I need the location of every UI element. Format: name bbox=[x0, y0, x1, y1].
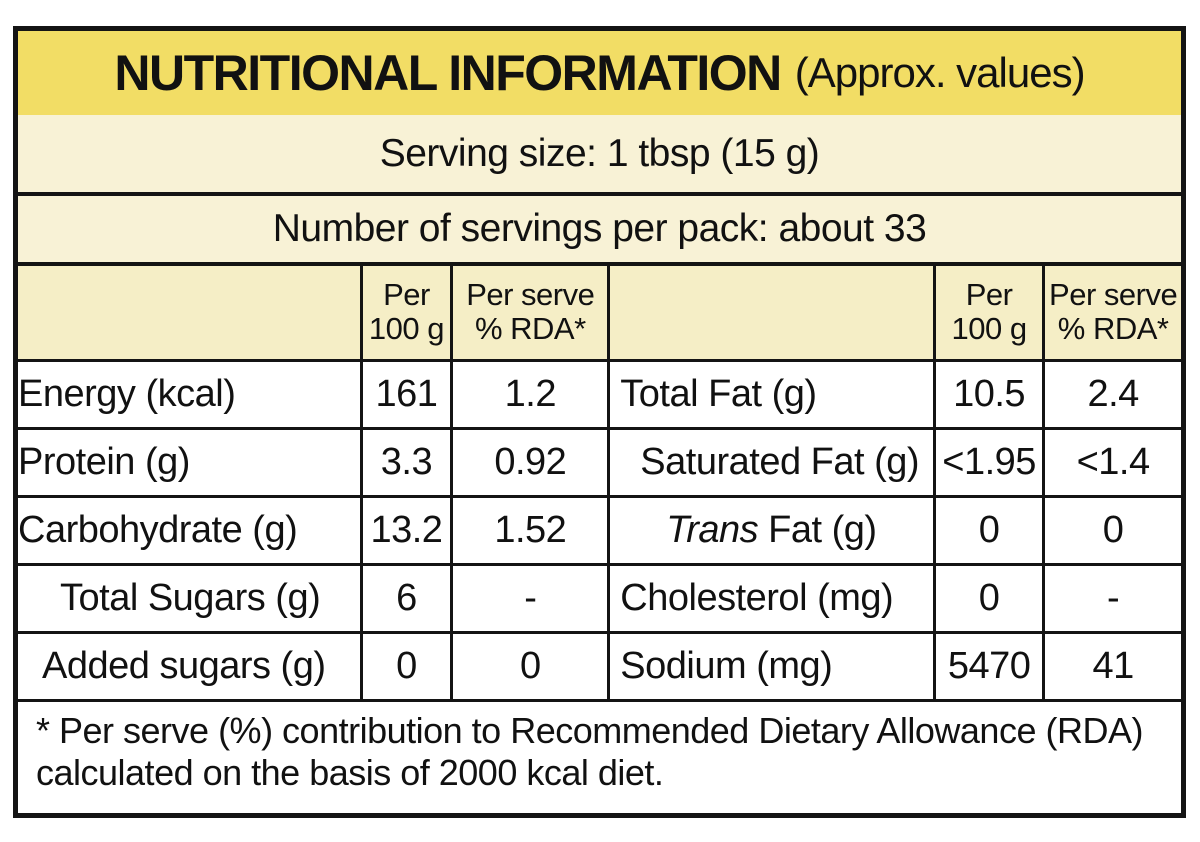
cell-energy-per-100g: 161 bbox=[359, 358, 454, 430]
cell-added-sugars-label: Added sugars (g) bbox=[18, 630, 363, 702]
rda-footnote-line-2: calculated on the basis of 2000 kcal die… bbox=[36, 751, 664, 793]
column-header-row: Per 100 g Per serve % RDA* Per 100 g Per… bbox=[18, 266, 1181, 362]
cell-trans-fat-per-100g: 0 bbox=[932, 494, 1046, 566]
cell-sodium-label: Sodium (mg) bbox=[607, 630, 936, 702]
cell-carbohydrate-label: Carbohydrate (g) bbox=[18, 494, 363, 566]
cell-total-sugars-per-100g: 6 bbox=[359, 562, 454, 634]
header-per-100g-left: Per 100 g bbox=[359, 266, 454, 362]
cell-carbohydrate-per-serve: 1.52 bbox=[450, 494, 611, 566]
header-spacer-right bbox=[607, 266, 936, 362]
cell-protein-per-serve: 0.92 bbox=[450, 426, 611, 498]
cell-total-sugars-per-serve: - bbox=[450, 562, 611, 634]
cell-total-fat-label: Total Fat (g) bbox=[607, 358, 936, 430]
rda-footnote-line-1: * Per serve (%) contribution to Recommen… bbox=[36, 709, 1143, 751]
cell-cholesterol-label: Cholesterol (mg) bbox=[607, 562, 936, 634]
table-row: Energy (kcal) 161 1.2 Total Fat (g) 10.5… bbox=[18, 358, 1181, 430]
cell-protein-per-100g: 3.3 bbox=[359, 426, 454, 498]
cell-energy-label: Energy (kcal) bbox=[18, 358, 363, 430]
header-per-100g-right: Per 100 g bbox=[932, 266, 1046, 362]
cell-trans-fat-per-serve: 0 bbox=[1042, 494, 1181, 566]
nutrition-table: Per 100 g Per serve % RDA* Per 100 g Per… bbox=[18, 266, 1181, 702]
rda-footnote: * Per serve (%) contribution to Recommen… bbox=[18, 701, 1181, 813]
cell-added-sugars-per-serve: 0 bbox=[450, 630, 611, 702]
table-row: Added sugars (g) 0 0 Sodium (mg) 5470 41 bbox=[18, 630, 1181, 702]
title-row: NUTRITIONAL INFORMATION (Approx. values) bbox=[18, 31, 1181, 115]
cell-protein-label: Protein (g) bbox=[18, 426, 363, 498]
cell-carbohydrate-per-100g: 13.2 bbox=[359, 494, 454, 566]
cell-saturated-fat-label: Saturated Fat (g) bbox=[607, 426, 936, 498]
table-row: Protein (g) 3.3 0.92 Saturated Fat (g) <… bbox=[18, 426, 1181, 498]
cell-sodium-per-100g: 5470 bbox=[932, 630, 1046, 702]
serving-size-row: Serving size: 1 tbsp (15 g) bbox=[18, 115, 1181, 192]
serving-size-text: Serving size: 1 tbsp (15 g) bbox=[379, 131, 820, 175]
cell-total-fat-per-100g: 10.5 bbox=[932, 358, 1046, 430]
label-title: NUTRITIONAL INFORMATION bbox=[114, 45, 782, 101]
header-spacer-left bbox=[18, 266, 363, 362]
cell-total-sugars-label: Total Sugars (g) bbox=[18, 562, 363, 634]
cell-cholesterol-per-100g: 0 bbox=[932, 562, 1046, 634]
cell-added-sugars-per-100g: 0 bbox=[359, 630, 454, 702]
servings-per-pack-text: Number of servings per pack: about 33 bbox=[272, 207, 927, 250]
cell-saturated-fat-per-100g: <1.95 bbox=[932, 426, 1046, 498]
header-per-serve-right: Per serve % RDA* bbox=[1042, 266, 1181, 362]
cell-trans-fat-label: Trans Fat (g) bbox=[607, 494, 936, 566]
cell-cholesterol-per-serve: - bbox=[1042, 562, 1181, 634]
cell-energy-per-serve: 1.2 bbox=[450, 358, 611, 430]
table-row: Total Sugars (g) 6 - Cholesterol (mg) 0 … bbox=[18, 562, 1181, 634]
cell-saturated-fat-per-serve: <1.4 bbox=[1042, 426, 1181, 498]
servings-per-pack-row: Number of servings per pack: about 33 bbox=[18, 192, 1181, 266]
cell-sodium-per-serve: 41 bbox=[1042, 630, 1181, 702]
header-per-serve-left: Per serve % RDA* bbox=[450, 266, 611, 362]
label-title-suffix: (Approx. values) bbox=[794, 49, 1086, 96]
cell-total-fat-per-serve: 2.4 bbox=[1042, 358, 1181, 430]
nutrition-label: NUTRITIONAL INFORMATION (Approx. values)… bbox=[13, 26, 1186, 818]
table-row: Carbohydrate (g) 13.2 1.52 Trans Fat (g)… bbox=[18, 494, 1181, 566]
